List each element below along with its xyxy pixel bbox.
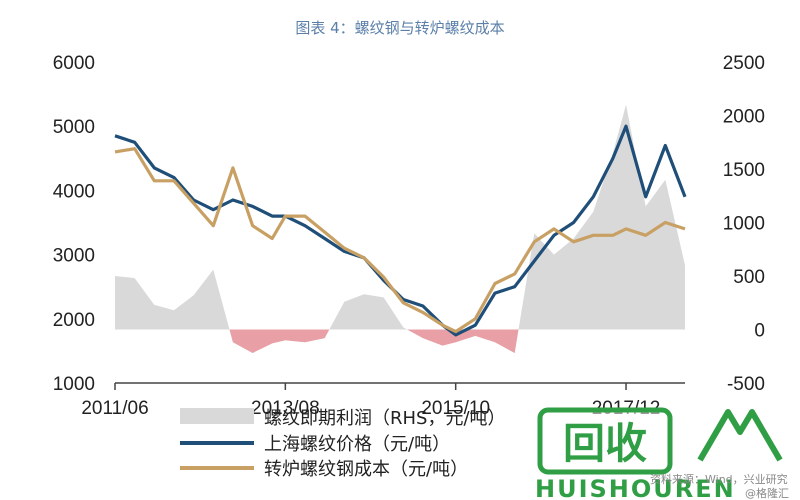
right-tick-label: 1500 bbox=[723, 160, 765, 181]
legend-label: 上海螺纹价格（元/吨） bbox=[264, 434, 450, 455]
axes: 6000500040003000200010002500200015001000… bbox=[53, 53, 765, 419]
price-line-layer bbox=[114, 124, 687, 337]
x-tick-label: 2011/06 bbox=[81, 398, 148, 419]
right-tick-label: 2500 bbox=[723, 53, 765, 74]
left-tick-label: 4000 bbox=[53, 181, 95, 202]
left-tick-label: 6000 bbox=[53, 53, 95, 74]
x-tick-label: 2015/10 bbox=[421, 398, 490, 419]
watermark-mark-icon bbox=[697, 409, 783, 462]
bof-cost-line bbox=[114, 147, 686, 334]
watermark-brand-text: HUISHOUREN bbox=[535, 475, 736, 500]
shanghai-price-line bbox=[114, 124, 687, 337]
legend-label: 螺纹即期利润（RHS，元/吨） bbox=[264, 408, 506, 429]
watermark-credit-text: @格隆汇 bbox=[745, 486, 789, 500]
right-tick-label: 500 bbox=[733, 267, 765, 288]
left-tick-label: 2000 bbox=[53, 310, 95, 331]
left-tick-label: 5000 bbox=[53, 117, 95, 138]
profit-area-layer bbox=[115, 104, 685, 353]
left-tick-label: 3000 bbox=[53, 246, 95, 267]
chart-title: 图表 4：螺纹钢与转炉螺纹成本 bbox=[295, 19, 504, 37]
profit-area bbox=[115, 104, 685, 353]
right-tick-label: 0 bbox=[754, 321, 765, 342]
right-tick-label: 1000 bbox=[723, 214, 765, 235]
right-tick-label: 2000 bbox=[723, 107, 765, 128]
legend: 螺纹即期利润（RHS，元/吨） 上海螺纹价格（元/吨） 转炉螺纹钢成本（元/吨） bbox=[180, 408, 506, 480]
legend-label: 转炉螺纹钢成本（元/吨） bbox=[264, 459, 468, 480]
right-tick-label: -500 bbox=[727, 374, 765, 395]
watermark-logo-box bbox=[537, 407, 673, 475]
profit-negative-area bbox=[115, 329, 685, 353]
left-tick-label: 1000 bbox=[53, 374, 95, 395]
legend-swatch-profit bbox=[180, 408, 254, 424]
x-tick-label: 2013/08 bbox=[251, 398, 320, 419]
watermark-source-text: 资料来源：Wind，兴业研究 bbox=[650, 472, 788, 486]
watermark-logo-text: 回收 bbox=[563, 419, 647, 468]
